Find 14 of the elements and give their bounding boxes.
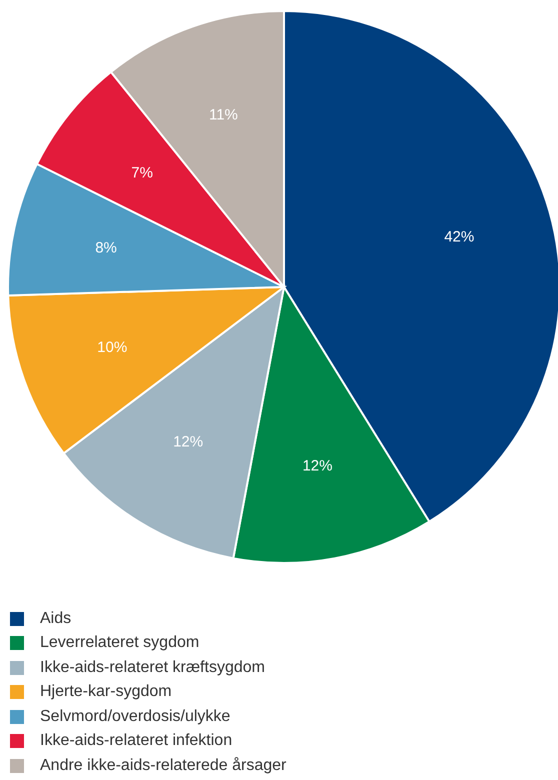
- data-label: 7%: [131, 164, 153, 182]
- legend-label: Selvmord/overdosis/ulykke: [40, 708, 230, 726]
- data-label: 12%: [302, 458, 332, 475]
- legend-label: Hjerte-kar-sygdom: [40, 683, 172, 702]
- data-label: 11%: [208, 106, 238, 124]
- data-label: 42%: [444, 228, 474, 246]
- legend-label: Ikke-aids-relateret infektion: [40, 732, 232, 750]
- legend-label: Ikke-aids-relateret kræftsygdom: [40, 658, 265, 677]
- legend-label: Andre ikke-aids-relaterede årsager: [40, 756, 286, 775]
- data-label: 8%: [95, 240, 117, 257]
- data-label: 10%: [97, 339, 128, 356]
- legend-label: Aids: [40, 610, 72, 628]
- legend-label: Leverrelateret sygdom: [40, 634, 200, 652]
- data-label: 12%: [173, 433, 204, 450]
